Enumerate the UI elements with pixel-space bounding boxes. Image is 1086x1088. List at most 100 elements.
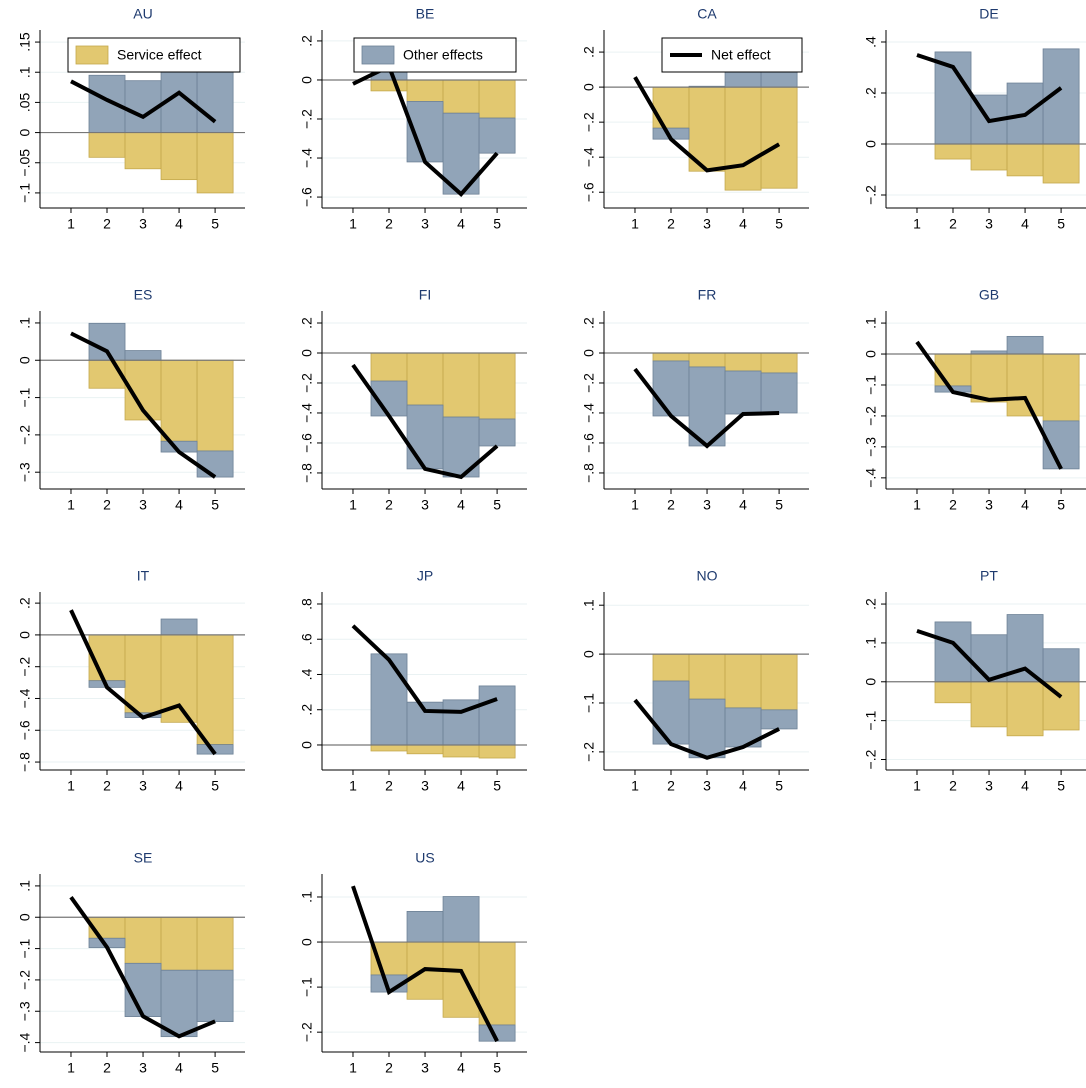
y-tick-label: −.2: [17, 425, 33, 445]
x-tick-label: 5: [211, 1060, 219, 1076]
x-tick-label: 1: [67, 778, 75, 794]
bar: [196, 916, 234, 971]
y-tick-label: −.8: [299, 463, 315, 483]
y-tick-label: 0: [299, 349, 315, 357]
y-tick-label: −.6: [581, 433, 597, 453]
bar: [724, 352, 762, 372]
net-line: [916, 628, 1063, 699]
panel-title: SE: [134, 850, 153, 866]
x-tick-label: 3: [421, 778, 429, 794]
x-tick-label: 5: [1057, 778, 1065, 794]
x-tick-label: 2: [103, 497, 111, 513]
x-tick-label: 4: [175, 1060, 183, 1076]
x-tick-label: 3: [421, 216, 429, 232]
net-line: [915, 340, 1063, 470]
y-tick-label: .1: [17, 317, 33, 329]
bar: [442, 941, 480, 1018]
bar: [760, 372, 798, 414]
net-line: [70, 331, 217, 479]
y-tick-label: .1: [299, 891, 315, 903]
y-tick-label: −.2: [581, 373, 597, 393]
panel: SE .1 0 −.1 −.2 −.3 −.4 1 2 3 4 5: [17, 850, 245, 1076]
bar: [760, 709, 798, 730]
y-tick-label: 0: [581, 83, 597, 91]
bar: [196, 969, 234, 1023]
bar: [478, 352, 516, 420]
y-tick-label: −.2: [863, 185, 879, 205]
panel: CA .2 0 −.2 −.4 −.6 1 2 3 4 5 Net effect: [581, 6, 809, 232]
x-tick-label: 2: [949, 778, 957, 794]
panel: BE .2 0 −.2 −.4 −.6 1 2 3 4 5 Other effects: [299, 6, 527, 232]
net-line: [351, 363, 499, 480]
y-tick-label: −.6: [299, 187, 315, 207]
y-tick-label: .4: [863, 36, 879, 48]
bar: [478, 941, 516, 1026]
x-tick-label: 2: [103, 216, 111, 232]
y-tick-label: .1: [863, 317, 879, 329]
bar: [196, 132, 234, 194]
panel: US .1 0 −.1 −.2 1 2 3 4 5: [299, 850, 527, 1076]
x-tick-label: 1: [67, 1060, 75, 1076]
y-tick-label: −.4: [17, 1032, 33, 1052]
x-tick-label: 4: [1021, 778, 1029, 794]
bar: [370, 653, 408, 746]
bar: [124, 634, 162, 714]
panel: GB .1 0 −.1 −.2 −.3 −.4 1 2 3 4 5: [863, 287, 1086, 513]
bar: [124, 132, 162, 170]
panel: NO .1 0 −.1 −.2 1 2 3 4 5: [581, 568, 809, 794]
panel-title: FI: [419, 287, 431, 303]
y-tick-label: −.3: [17, 1001, 33, 1021]
x-tick-label: 1: [349, 497, 357, 513]
y-tick-label: .2: [863, 87, 879, 99]
bar: [688, 653, 726, 700]
x-tick-label: 2: [667, 497, 675, 513]
panel: DE .4 .2 0 −.2 1 2 3 4 5: [863, 6, 1086, 232]
panel-title: IT: [137, 568, 150, 584]
bar: [970, 353, 1008, 403]
x-tick-label: 5: [775, 778, 783, 794]
y-tick-label: .1: [581, 599, 597, 611]
x-tick-label: 1: [913, 497, 921, 513]
y-tick-label: −.6: [581, 182, 597, 202]
x-tick-label: 4: [175, 497, 183, 513]
bar: [934, 353, 972, 387]
x-tick-label: 4: [739, 778, 747, 794]
bar: [760, 653, 798, 711]
bar: [1006, 143, 1044, 177]
x-tick-label: 3: [985, 778, 993, 794]
bar: [724, 86, 762, 191]
x-tick-label: 2: [385, 497, 393, 513]
y-tick-label: −.2: [863, 406, 879, 426]
bar: [652, 680, 690, 745]
bar: [88, 132, 126, 158]
net-line: [69, 609, 217, 756]
y-tick-label: −.2: [299, 373, 315, 393]
bar: [652, 352, 690, 362]
bar: [652, 86, 690, 129]
legend-swatch: [75, 45, 109, 65]
x-tick-label: 4: [457, 1060, 465, 1076]
y-tick-label: −.4: [863, 468, 879, 488]
bar: [370, 744, 408, 752]
bar: [124, 350, 162, 361]
x-tick-label: 1: [913, 216, 921, 232]
x-tick-label: 5: [493, 1060, 501, 1076]
x-tick-label: 1: [349, 778, 357, 794]
panel-title: NO: [697, 568, 718, 584]
net-line: [351, 624, 498, 714]
x-tick-label: 4: [1021, 216, 1029, 232]
y-tick-label: .1: [17, 880, 33, 892]
x-tick-label: 3: [139, 216, 147, 232]
x-tick-label: 1: [349, 216, 357, 232]
y-tick-label: −.05: [17, 149, 33, 177]
bar: [478, 685, 516, 746]
bar: [196, 450, 234, 478]
y-tick-label: −.2: [299, 1022, 315, 1042]
y-tick-label: −.6: [17, 720, 33, 740]
bar: [1042, 353, 1080, 422]
y-tick-label: −.3: [863, 437, 879, 457]
x-tick-label: 3: [139, 778, 147, 794]
bar: [1042, 648, 1080, 683]
x-tick-label: 1: [349, 1060, 357, 1076]
x-tick-label: 3: [139, 497, 147, 513]
